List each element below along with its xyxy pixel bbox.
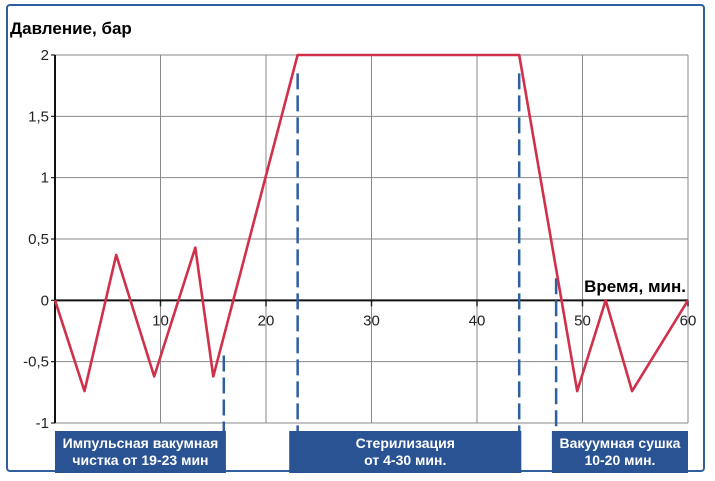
x-axis-title: Время, мин. <box>584 277 686 296</box>
phase-label: чистка от 19-23 мин <box>72 452 208 468</box>
phase-label: Вакуумная сушка <box>559 435 680 451</box>
x-tick-labels: 10 20 30 40 50 60 <box>152 312 696 329</box>
phase-label: от 4-30 мин. <box>364 452 446 468</box>
y-tick-label: 0,5 <box>28 231 49 248</box>
y-tick-label: -1 <box>36 415 49 432</box>
pressure-line <box>53 53 690 393</box>
x-tick-label: 50 <box>574 312 591 329</box>
phase-label: Стерилизация <box>356 435 455 451</box>
y-tick-label: 2 <box>41 47 49 64</box>
y-tick-label: 1,5 <box>28 108 49 125</box>
x-tick-label: 10 <box>152 312 169 329</box>
pressure-series <box>53 53 690 393</box>
y-tick-labels: 2 1,5 1 0,5 0 -0,5 -1 <box>23 47 49 432</box>
x-tick-label: 40 <box>469 312 486 329</box>
grid-lines <box>55 54 689 424</box>
y-axis-title: Давление, бар <box>10 19 132 38</box>
y-tick-label: 1 <box>41 170 49 187</box>
x-tick-label: 20 <box>258 312 275 329</box>
y-tick-label: 0 <box>41 292 49 309</box>
phase-box <box>289 431 522 473</box>
x-tick-label: 30 <box>363 312 380 329</box>
phase-box <box>55 431 226 473</box>
phase-label: 10-20 мин. <box>584 452 655 468</box>
phase-box <box>551 431 688 473</box>
chart-frame <box>6 4 705 472</box>
phase-markers <box>222 73 558 431</box>
phase-label: Импульсная вакумная <box>63 435 219 451</box>
x-tick-label: 60 <box>680 312 697 329</box>
y-tick-label: -0,5 <box>23 354 49 371</box>
